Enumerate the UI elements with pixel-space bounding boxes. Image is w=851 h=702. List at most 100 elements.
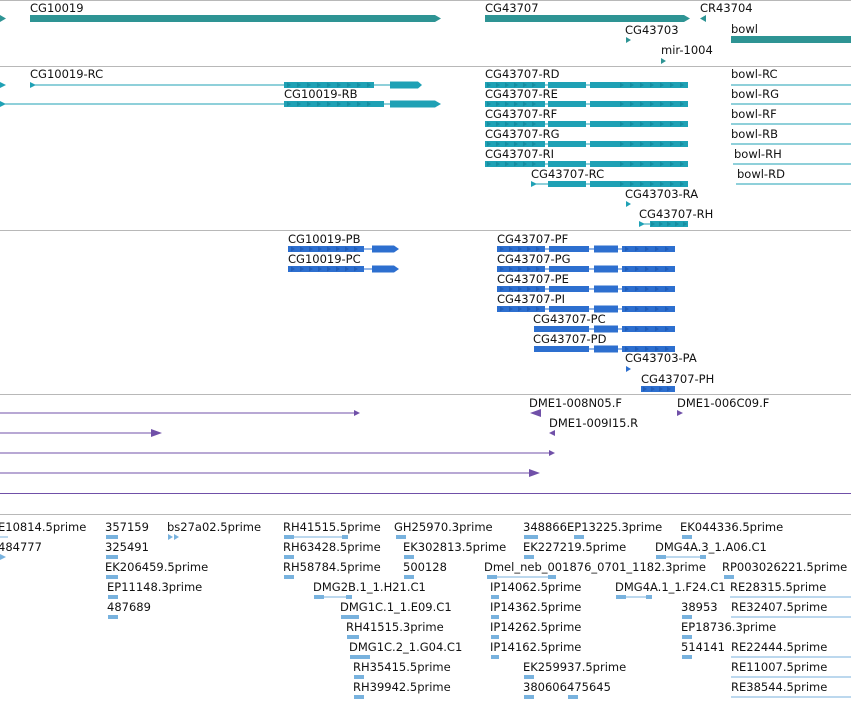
transcript-cg10019-rb[interactable]: CG10019-RB	[0, 87, 441, 108]
est-label: RH63428.5prime	[283, 540, 381, 554]
est-feature[interactable]: DMG4A.1_1.F24.C1	[615, 580, 726, 599]
strand-chevron	[680, 141, 684, 147]
protein-cg10019-pc[interactable]: CG10019-PC	[288, 252, 399, 273]
strand-chevron	[518, 286, 522, 292]
strand-chevron	[645, 246, 649, 252]
clone-dme1-006c09-f[interactable]: DME1-006C09.F	[677, 396, 769, 416]
strand-chevron	[317, 101, 321, 107]
est-feature[interactable]: 380606	[523, 680, 567, 699]
est-feature[interactable]: EP11148.3prime	[107, 580, 202, 599]
clone-feature[interactable]	[0, 450, 555, 456]
transcript-bowl-rg[interactable]: bowl-RG	[731, 87, 851, 105]
strand-chevron	[620, 101, 624, 107]
strand-chevron	[650, 161, 654, 167]
strand-chevron	[354, 246, 358, 252]
est-feature[interactable]: bs27a02.5prime	[167, 520, 261, 540]
strand-chevron	[665, 326, 669, 332]
protein-label: CG43707-PF	[497, 232, 568, 246]
gene-label: CR43704	[700, 1, 753, 15]
est-feature[interactable]: RE28315.5prime	[730, 580, 851, 598]
protein-cg43707-ph[interactable]: CG43707-PH	[641, 372, 714, 392]
strand-chevron	[625, 246, 629, 252]
strand-chevron	[650, 101, 654, 107]
est-feature[interactable]: EK044336.5prime	[680, 520, 783, 539]
est-feature[interactable]: 514141	[681, 640, 725, 659]
strand-chevron	[527, 306, 531, 312]
est-feature[interactable]: EK227219.5prime	[523, 540, 626, 559]
est-feature[interactable]: 357159	[105, 520, 149, 539]
transcript-bowl-rc[interactable]: bowl-RC	[731, 67, 851, 86]
est-feature[interactable]: IP14162.5prime	[490, 640, 581, 659]
est-feature[interactable]: GH25970.3prime	[394, 520, 493, 539]
est-feature[interactable]: EK302813.5prime	[403, 540, 506, 559]
est-feature[interactable]: RE32407.5prime	[731, 600, 851, 618]
gene-feature-mir-1004[interactable]: mir-1004	[661, 43, 713, 64]
strand-chevron	[635, 326, 639, 332]
est-label: E10814.5prime	[0, 520, 86, 534]
est-feature[interactable]: DMG2B.1_1.H21.C1	[313, 580, 426, 599]
est-feature[interactable]: EK259937.5prime	[523, 660, 626, 679]
strand-chevron	[505, 161, 509, 167]
est-feature[interactable]: EK206459.5prime	[105, 560, 208, 579]
transcript-label: CG43707-RC	[531, 167, 604, 181]
est-label: EK259937.5prime	[523, 660, 626, 674]
protein-cg43707-pd[interactable]: CG43707-PD	[533, 332, 675, 353]
est-feature[interactable]: RP003026221.5prime	[722, 560, 847, 579]
est-feature[interactable]: 487689	[107, 600, 151, 619]
transcript-bowl-rd[interactable]: bowl-RD	[736, 167, 851, 185]
est-feature[interactable]: 475645	[567, 680, 611, 699]
est-feature[interactable]: RH35415.5prime	[353, 660, 451, 679]
est-feature[interactable]: RE22444.5prime	[731, 640, 851, 658]
transcript-bowl-rh[interactable]: bowl-RH	[733, 147, 851, 165]
protein-label: CG43707-PH	[641, 372, 714, 386]
est-feature[interactable]: IP14362.5prime	[490, 600, 581, 619]
est-feature[interactable]: Dmel_neb_001876_0701_1182.3prime	[484, 560, 706, 579]
est-feature[interactable]: IP14062.5prime	[490, 580, 581, 599]
strand-chevron	[659, 386, 663, 392]
est-feature[interactable]: DMG1C.2_1.G04.C1	[349, 640, 462, 659]
est-feature[interactable]: RH58784.5prime	[283, 560, 381, 579]
est-feature[interactable]: 38953	[681, 600, 718, 619]
strand-chevron	[665, 266, 669, 272]
protein-cg43703-pa[interactable]: CG43703-PA	[625, 351, 697, 372]
clone-feature[interactable]	[0, 410, 360, 416]
strand-chevron	[505, 82, 509, 88]
clone-feature[interactable]	[0, 469, 540, 477]
est-label: 325491	[105, 540, 149, 554]
est-label: GH25970.3prime	[394, 520, 493, 534]
protein-cg43707-pc[interactable]: CG43707-PC	[533, 312, 675, 333]
est-feature[interactable]: RH39942.5prime	[353, 680, 451, 699]
transcript-bowl-rf[interactable]: bowl-RF	[731, 107, 851, 125]
strand-chevron	[670, 101, 674, 107]
gene-feature-cr43704[interactable]: CR43704	[700, 1, 753, 22]
transcript-cg43703-ra[interactable]: CG43703-RA	[625, 187, 698, 207]
est-feature[interactable]: RE38544.5prime	[731, 680, 851, 698]
protein-cg10019-pb[interactable]: CG10019-PB	[288, 232, 399, 253]
est-feature[interactable]: DMG4A.3_1.A06.C1	[655, 540, 767, 559]
est-feature[interactable]: RH41515.5prime	[283, 520, 381, 539]
est-feature[interactable]: 325491	[105, 540, 149, 559]
est-feature[interactable]: 500128	[403, 560, 447, 579]
est-feature[interactable]: EP18736.3prime	[681, 620, 776, 639]
strand-chevron	[297, 101, 301, 107]
clone-dme1-008n05-f[interactable]: DME1-008N05.F	[529, 396, 622, 417]
est-feature[interactable]: EP13225.3prime	[567, 520, 662, 539]
gene-feature-cg43703[interactable]: CG43703	[625, 23, 679, 43]
est-label: IP14362.5prime	[490, 600, 581, 614]
transcript-cg10019-rc[interactable]: CG10019-RC	[30, 67, 422, 89]
clone-feature[interactable]	[0, 429, 162, 437]
transcript-bowl-rb[interactable]: bowl-RB	[731, 127, 851, 145]
est-feature[interactable]: RH63428.5prime	[283, 540, 381, 559]
transcript-cg43707-rc[interactable]: CG43707-RC	[531, 167, 688, 187]
est-feature[interactable]: DMG1C.1_1.E09.C1	[340, 600, 452, 619]
est-feature[interactable]: 484777	[0, 540, 42, 560]
gene-feature-cg10019[interactable]: CG10019	[0, 1, 441, 22]
est-feature[interactable]: 348866	[523, 520, 567, 539]
est-feature[interactable]: IP14262.5prime	[490, 620, 581, 639]
est-feature[interactable]: RE11007.5prime	[731, 660, 851, 678]
est-feature[interactable]: RH41515.3prime	[346, 620, 444, 639]
gene-feature-cg43707[interactable]: CG43707	[485, 1, 690, 22]
clone-dme1-009i15-r[interactable]: DME1-009I15.R	[549, 416, 638, 436]
gene-feature-bowl[interactable]: bowl	[731, 22, 851, 43]
est-feature[interactable]: E10814.5prime	[0, 520, 86, 538]
